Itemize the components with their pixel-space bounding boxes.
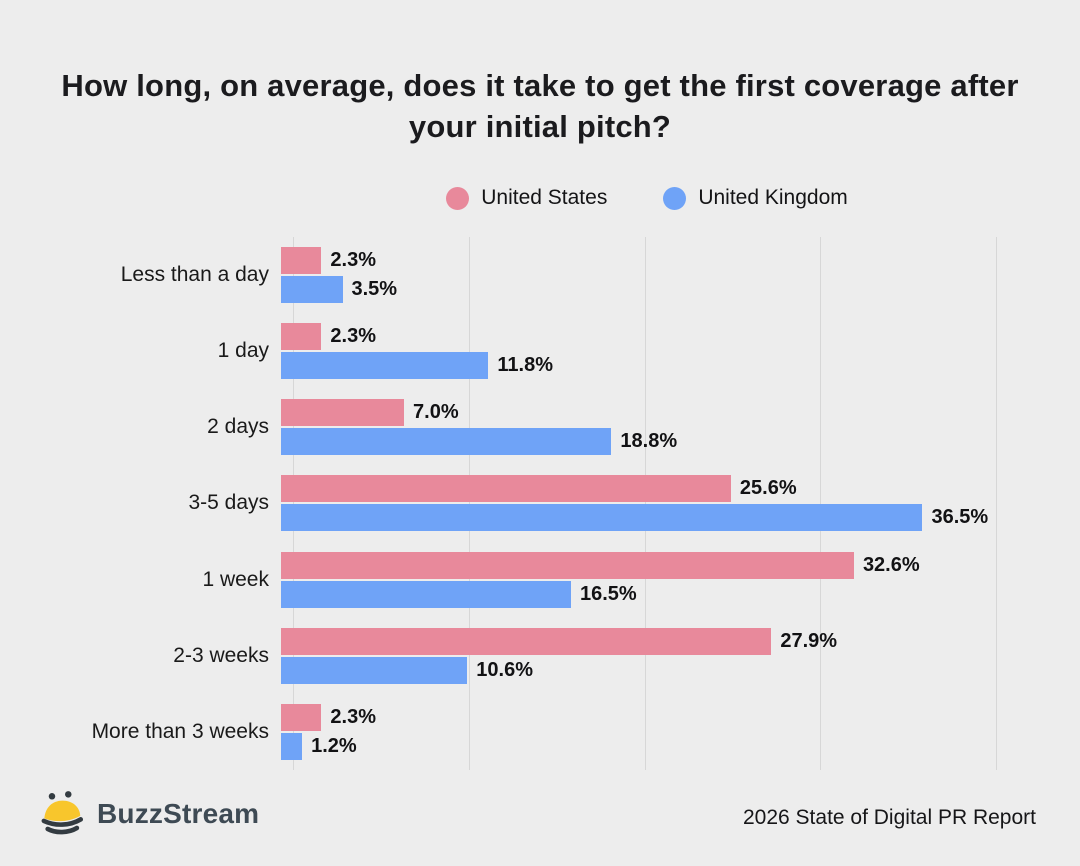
bar-united-kingdom bbox=[281, 732, 303, 760]
chart-legend: United States United Kingdom bbox=[293, 186, 1001, 210]
bar-value-label: 2.3% bbox=[330, 705, 377, 728]
category-label: 2 days bbox=[207, 415, 269, 439]
gridline-10 bbox=[468, 237, 470, 770]
bar-value-label: 25.6% bbox=[739, 477, 797, 500]
bar-line: 18.8% bbox=[281, 428, 1041, 456]
bar-line: 27.9% bbox=[281, 627, 1041, 655]
us-legend-dot-icon bbox=[446, 186, 470, 210]
row-bars: 27.9% 10.6% bbox=[281, 627, 1041, 684]
bar-value-label: 2.3% bbox=[330, 249, 377, 272]
category-label: 1 day bbox=[217, 339, 269, 363]
category-label: 3-5 days bbox=[188, 491, 269, 515]
bar-line: 2.3% bbox=[281, 247, 1041, 275]
category-label: More than 3 weeks bbox=[91, 719, 269, 743]
bar-value-label: 16.5% bbox=[579, 582, 637, 605]
buzzstream-logo: BuzzStream bbox=[40, 789, 259, 839]
bar-value-label: 10.6% bbox=[476, 658, 533, 681]
bar-united-states bbox=[281, 399, 405, 427]
legend-label-united-states: United States bbox=[481, 186, 608, 209]
bar-line: 2.3% bbox=[281, 703, 1041, 731]
bar-united-kingdom bbox=[281, 656, 468, 684]
gridline-30 bbox=[820, 237, 822, 770]
uk-legend-dot-icon bbox=[663, 186, 687, 210]
brand-name: BuzzStream bbox=[97, 798, 260, 829]
bar-united-states bbox=[281, 703, 322, 731]
bar-united-states bbox=[281, 475, 731, 503]
bar-united-kingdom bbox=[281, 276, 343, 304]
chart-gridlines bbox=[293, 237, 997, 770]
chart-rows: Less than a day 2.3% 3.5% 1 day 2.3% 11.8% 2 d… bbox=[0, 237, 1080, 770]
gridline-40 bbox=[996, 237, 997, 770]
chart-row: 3-5 days 25.6% 36.5% bbox=[0, 465, 1080, 541]
bar-value-label: 7.0% bbox=[413, 401, 459, 424]
bar-line: 16.5% bbox=[281, 580, 1041, 608]
chart-row: 2-3 weeks 27.9% 10.6% bbox=[0, 618, 1080, 694]
bar-united-states bbox=[281, 627, 772, 655]
bar-united-states bbox=[281, 551, 854, 579]
bar-united-states bbox=[281, 247, 322, 275]
bee-icon bbox=[41, 791, 84, 835]
row-bars: 7.0% 18.8% bbox=[281, 399, 1041, 456]
chart-row: 2 days 7.0% 18.8% bbox=[0, 389, 1080, 465]
row-bars: 2.3% 3.5% bbox=[281, 247, 1041, 304]
bar-line: 7.0% bbox=[281, 399, 1041, 427]
row-bars: 25.6% 36.5% bbox=[281, 475, 1041, 532]
bar-line: 2.3% bbox=[281, 323, 1041, 351]
chart-row: More than 3 weeks 2.3% 1.2% bbox=[0, 694, 1080, 770]
report-title: 2026 State of Digital PR Report bbox=[743, 806, 1036, 829]
bar-value-label: 18.8% bbox=[620, 430, 678, 453]
bar-united-kingdom bbox=[281, 352, 489, 380]
legend-item-united-states: United States bbox=[446, 186, 607, 210]
bar-line: 1.2% bbox=[281, 732, 1041, 760]
bar-line: 10.6% bbox=[281, 656, 1041, 684]
bar-value-label: 27.9% bbox=[780, 629, 838, 652]
bar-chart: Less than a day 2.3% 3.5% 1 day 2.3% 11.8% 2 d… bbox=[0, 237, 1080, 770]
bar-value-label: 11.8% bbox=[497, 354, 553, 377]
bar-united-kingdom bbox=[281, 580, 571, 608]
bar-value-label: 1.2% bbox=[311, 734, 357, 757]
bar-line: 11.8% bbox=[281, 352, 1041, 380]
bar-line: 36.5% bbox=[281, 504, 1041, 532]
category-label: 1 week bbox=[202, 567, 269, 591]
category-label: 2-3 weeks bbox=[173, 643, 269, 667]
bar-line: 3.5% bbox=[281, 276, 1041, 304]
bar-united-states bbox=[281, 323, 322, 351]
bar-united-kingdom bbox=[281, 428, 612, 456]
bar-united-kingdom bbox=[281, 504, 923, 532]
chart-row: Less than a day 2.3% 3.5% bbox=[0, 237, 1080, 313]
chart-title: How long, on average, does it take to ge… bbox=[61, 68, 1019, 144]
bar-value-label: 2.3% bbox=[330, 325, 377, 348]
bar-value-label: 36.5% bbox=[931, 506, 989, 529]
chart-row: 1 week 32.6% 16.5% bbox=[0, 542, 1080, 618]
bar-line: 25.6% bbox=[281, 475, 1041, 503]
legend-label-united-kingdom: United Kingdom bbox=[698, 186, 848, 209]
row-bars: 2.3% 11.8% bbox=[281, 323, 1041, 380]
chart-row: 1 day 2.3% 11.8% bbox=[0, 313, 1080, 389]
bar-value-label: 32.6% bbox=[862, 553, 920, 576]
row-bars: 32.6% 16.5% bbox=[281, 551, 1041, 608]
legend-item-united-kingdom: United Kingdom bbox=[663, 186, 848, 210]
row-bars: 2.3% 1.2% bbox=[281, 703, 1041, 760]
gridline-0 bbox=[293, 237, 294, 770]
bar-value-label: 3.5% bbox=[351, 278, 398, 301]
category-label: Less than a day bbox=[120, 263, 269, 287]
bar-line: 32.6% bbox=[281, 551, 1041, 579]
gridline-20 bbox=[644, 237, 646, 770]
